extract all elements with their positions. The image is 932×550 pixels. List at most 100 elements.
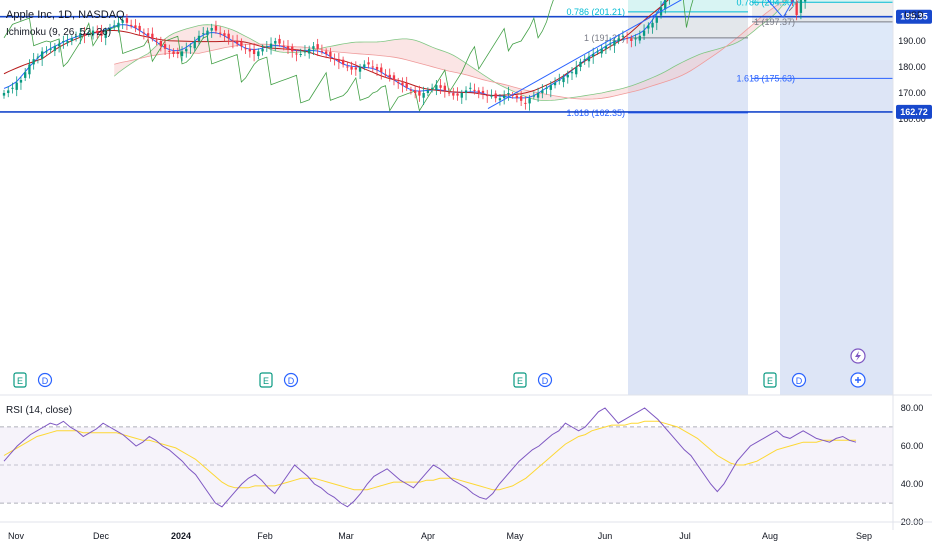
candle-body bbox=[146, 33, 150, 36]
candle-body bbox=[214, 25, 218, 31]
candle-body bbox=[570, 72, 574, 74]
candle-body bbox=[261, 48, 264, 52]
candle-body bbox=[388, 74, 391, 78]
senkou-span-a bbox=[113, 0, 788, 101]
dividend-d-label: D bbox=[796, 376, 803, 386]
candle-body bbox=[282, 45, 285, 47]
dashed-trendline[interactable] bbox=[782, 0, 868, 18]
dividend-d-icon[interactable] bbox=[537, 372, 553, 388]
dividend-d-icon[interactable] bbox=[791, 372, 807, 388]
candle-body bbox=[206, 30, 209, 36]
dividend-d-icon[interactable] bbox=[283, 372, 299, 388]
rsi-legend[interactable]: RSI (14, close) bbox=[6, 405, 72, 416]
trendlines[interactable] bbox=[487, 0, 868, 110]
candle-body bbox=[617, 38, 620, 41]
candle-body bbox=[265, 46, 268, 48]
fib2-label-7: 1.618 (175.63) bbox=[736, 73, 795, 83]
candle-body bbox=[278, 38, 281, 44]
candle-body bbox=[40, 51, 44, 59]
time-tick-label: May bbox=[506, 531, 524, 541]
candle-body bbox=[426, 90, 430, 93]
candle-body bbox=[49, 48, 52, 50]
ascending-trendline[interactable] bbox=[487, 0, 830, 110]
chikou-span-line bbox=[3, 0, 694, 112]
candle-body bbox=[142, 32, 146, 34]
candle-body bbox=[608, 43, 612, 45]
candle-body bbox=[558, 80, 561, 81]
candle-body bbox=[180, 51, 184, 57]
candle-body bbox=[244, 48, 247, 50]
earnings-e-icon[interactable] bbox=[763, 372, 777, 388]
candle-body bbox=[223, 33, 226, 36]
candle-body bbox=[113, 25, 116, 27]
candle-body bbox=[430, 87, 434, 89]
candle-body bbox=[447, 92, 451, 94]
candle-body bbox=[634, 38, 637, 40]
candle-body bbox=[435, 85, 438, 90]
candle-body bbox=[799, 0, 803, 13]
earnings-e-icon[interactable] bbox=[259, 372, 273, 388]
candle-body bbox=[562, 77, 565, 83]
descending-leg[interactable] bbox=[707, 0, 784, 18]
candle-body bbox=[380, 67, 383, 73]
candle-body bbox=[481, 90, 485, 93]
candle-body bbox=[464, 90, 468, 93]
candle-body bbox=[163, 44, 167, 49]
candle-body bbox=[100, 31, 103, 36]
candle-body bbox=[36, 56, 40, 58]
candle-body bbox=[15, 82, 18, 90]
candle-body bbox=[197, 35, 201, 41]
candle-body bbox=[70, 38, 73, 41]
candle-body bbox=[528, 98, 531, 104]
candle-body bbox=[536, 93, 540, 98]
time-tick-label: Feb bbox=[257, 531, 273, 541]
candle-body bbox=[498, 98, 502, 101]
price-tag-bg[interactable] bbox=[896, 9, 932, 24]
candle-body bbox=[519, 96, 523, 101]
candle-body bbox=[121, 20, 124, 23]
dividend-d-icon[interactable] bbox=[37, 372, 53, 388]
candle-body bbox=[795, 2, 798, 15]
candle-body bbox=[409, 89, 413, 91]
fib-band-1-3 bbox=[628, 0, 748, 12]
candle-body bbox=[401, 82, 404, 86]
candle-body bbox=[613, 41, 616, 46]
candle-body bbox=[367, 62, 370, 65]
fib1-label-7: 1.618 (162.35) bbox=[566, 108, 625, 118]
candle-body bbox=[625, 37, 629, 39]
candle-body bbox=[104, 30, 107, 38]
rsi-tick-label: 40.00 bbox=[901, 479, 924, 489]
candle-body bbox=[524, 102, 527, 104]
candle-body bbox=[511, 95, 514, 97]
currency-label[interactable]: USD bbox=[904, 10, 924, 20]
earnings-e-icon[interactable] bbox=[513, 372, 527, 388]
candle-body bbox=[587, 56, 591, 62]
candle-body bbox=[592, 54, 595, 57]
rebound-leg[interactable] bbox=[782, 0, 834, 18]
candle-body bbox=[151, 33, 154, 39]
price-axis[interactable]: 220.00210.00200.00190.00180.00170.00160.… bbox=[0, 0, 932, 530]
candle-body bbox=[66, 41, 69, 44]
candle-body bbox=[210, 28, 213, 31]
candle-body bbox=[45, 51, 48, 53]
candle-body bbox=[87, 33, 90, 35]
candle-body bbox=[651, 22, 654, 28]
candle-body bbox=[117, 22, 120, 28]
candle-body bbox=[235, 41, 239, 44]
chart-title: Apple Inc, 1D, NASDAQ bbox=[6, 9, 125, 21]
time-axis[interactable]: Nov Dec 2024 Feb Mar Apr May Jun Jul Aug Sep bbox=[0, 521, 932, 541]
horizontal-levels[interactable] bbox=[0, 0, 893, 113]
rsi-line bbox=[3, 407, 857, 508]
candle-body bbox=[553, 82, 557, 86]
time-tick-label: Apr bbox=[421, 531, 435, 541]
indicator-legend[interactable]: Ichimoku (9, 26, 52, 26) bbox=[6, 27, 111, 38]
candle-body bbox=[405, 83, 408, 88]
earnings-e-icon[interactable] bbox=[13, 372, 27, 388]
range-highlight-aug-low bbox=[780, 16, 893, 395]
fibonacci-retracements[interactable]: 0 (237.92)0.236 (226.90)0.382 (220.08)0.… bbox=[566, 0, 893, 118]
price-tag-bg[interactable] bbox=[896, 104, 932, 119]
fib2-label-5: 0.786 (204.90) bbox=[736, 0, 795, 7]
candle-body bbox=[11, 87, 14, 89]
